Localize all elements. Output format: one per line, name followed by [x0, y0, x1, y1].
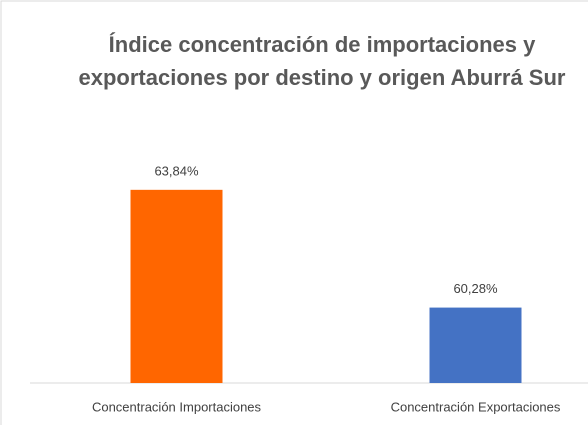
- chart-title: Índice concentración de importaciones y …: [78, 32, 566, 90]
- data-label: 60,28%: [453, 281, 498, 296]
- bar: [130, 189, 223, 383]
- data-label: 63,84%: [154, 163, 199, 178]
- x-tick-label: Concentración Exportaciones: [391, 399, 561, 414]
- x-tick-label: Concentración Importaciones: [92, 399, 262, 414]
- bar: [429, 307, 522, 383]
